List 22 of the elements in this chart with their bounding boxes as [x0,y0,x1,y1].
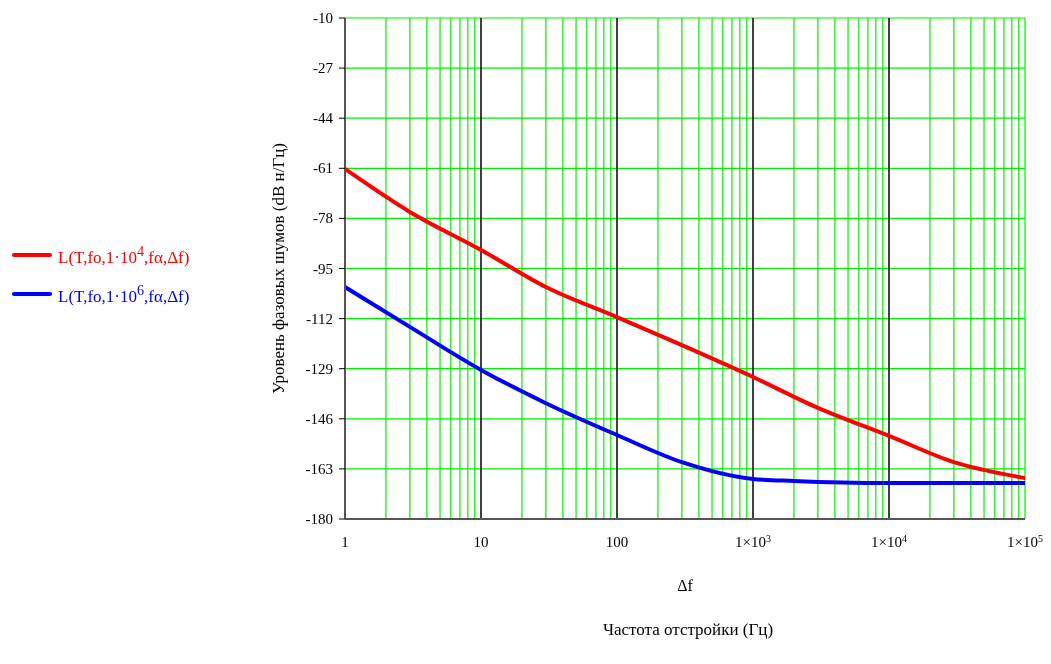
y-tick-label: -95 [313,260,333,277]
x-tick-label: 1×10$^{3}$ [735,532,771,550]
y-tick-label: -180 [305,511,333,527]
y-tick-label: -27 [313,60,334,77]
y-tick-label: -78 [313,210,333,227]
y-tick-label: -112 [306,310,333,327]
legend-label: L(T,fo,1·10$^{6}$,fα,Δf) [58,281,190,307]
x-tick-label: 1×10$^{4}$ [871,532,907,550]
x-axis-title: Δf [677,577,694,594]
y-tick-label: -146 [305,410,334,427]
legend-label: L(T,fo,1·10$^{4}$,fα,Δf) [58,243,190,268]
y-tick-label: -163 [305,460,333,477]
x-tick-label: 1×10$^{5}$ [1007,532,1043,550]
x-tick-label: 1 [341,534,349,550]
x-tick-label: 100 [605,534,629,550]
text: Частота отстройки (Гц) [601,620,775,640]
y-tick-label: -129 [305,360,333,377]
y-tick-label: -10 [313,10,333,26]
y-axis-title: Уровень фазовых шумов (dB н/Гц) [269,142,289,395]
y-tick-label: -61 [313,160,333,177]
y-tick-label: -44 [313,110,334,127]
x-tick-label: 10 [473,534,489,550]
